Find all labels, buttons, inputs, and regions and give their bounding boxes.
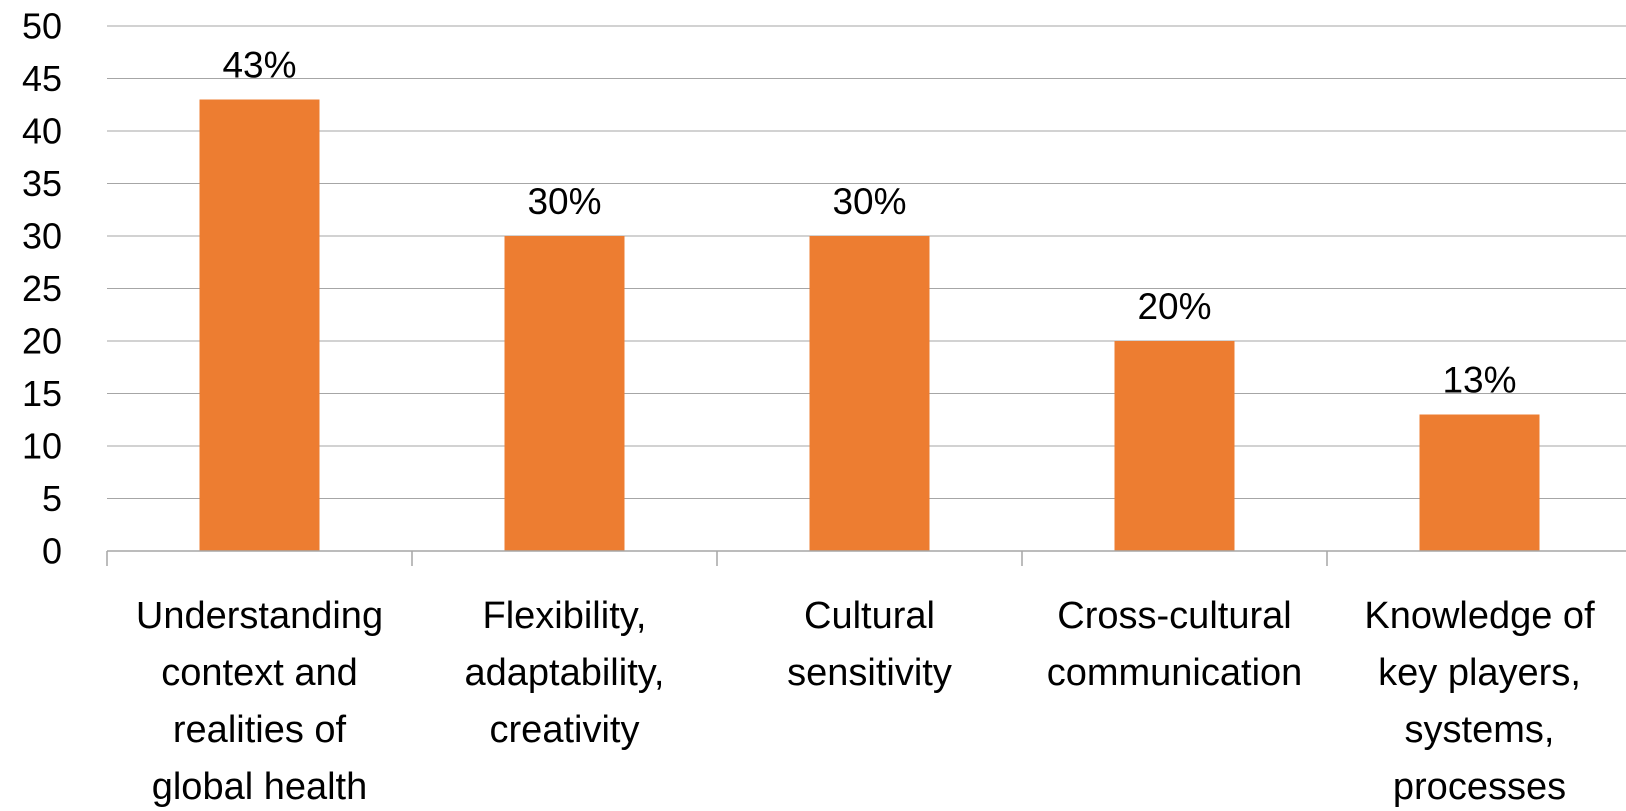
category-label: sensitivity xyxy=(787,652,952,694)
category-label: communication xyxy=(1047,652,1303,694)
category-label: processes xyxy=(1393,766,1566,808)
data-label: 13% xyxy=(1442,360,1516,401)
bar xyxy=(199,99,320,551)
y-tick-label: 5 xyxy=(42,478,62,519)
data-label: 30% xyxy=(527,181,601,222)
y-tick-label: 15 xyxy=(22,373,62,414)
category-label: Cultural xyxy=(804,595,935,637)
bar xyxy=(504,236,625,551)
category-label: key players, xyxy=(1378,652,1581,694)
y-tick-label: 40 xyxy=(22,111,62,152)
data-labels: 43% 30% 30% 20% 13% xyxy=(222,45,1516,401)
category-labels: Understanding context and realities of glob… xyxy=(136,595,1595,808)
category-label: systems, xyxy=(1405,709,1555,751)
category-label: Knowledge of xyxy=(1364,595,1595,637)
category-label: adaptability, xyxy=(465,652,665,694)
y-tick-label: 45 xyxy=(22,58,62,99)
bar xyxy=(1114,341,1235,551)
y-tick-label: 25 xyxy=(22,268,62,309)
bar xyxy=(809,236,930,551)
y-tick-label: 35 xyxy=(22,163,62,204)
y-tick-label: 30 xyxy=(22,216,62,257)
x-axis xyxy=(106,550,1626,566)
data-label: 20% xyxy=(1137,286,1211,327)
category-label: Cross-cultural xyxy=(1057,595,1291,637)
data-label: 30% xyxy=(832,181,906,222)
category-label: context and xyxy=(161,652,357,694)
bars xyxy=(199,99,1540,551)
y-tick-label: 0 xyxy=(42,531,62,572)
category-label: creativity xyxy=(490,709,640,751)
data-label: 43% xyxy=(222,45,296,86)
y-axis-tick-labels: 0 5 10 15 20 25 30 35 40 45 50 xyxy=(22,6,62,572)
bar xyxy=(1419,414,1540,551)
category-label: global health xyxy=(152,766,368,808)
category-label: realities of xyxy=(173,709,347,751)
y-tick-label: 10 xyxy=(22,426,62,467)
category-label: Flexibility, xyxy=(483,595,647,637)
category-label: Understanding xyxy=(136,595,383,637)
y-tick-label: 50 xyxy=(22,6,62,47)
y-tick-label: 20 xyxy=(22,321,62,362)
